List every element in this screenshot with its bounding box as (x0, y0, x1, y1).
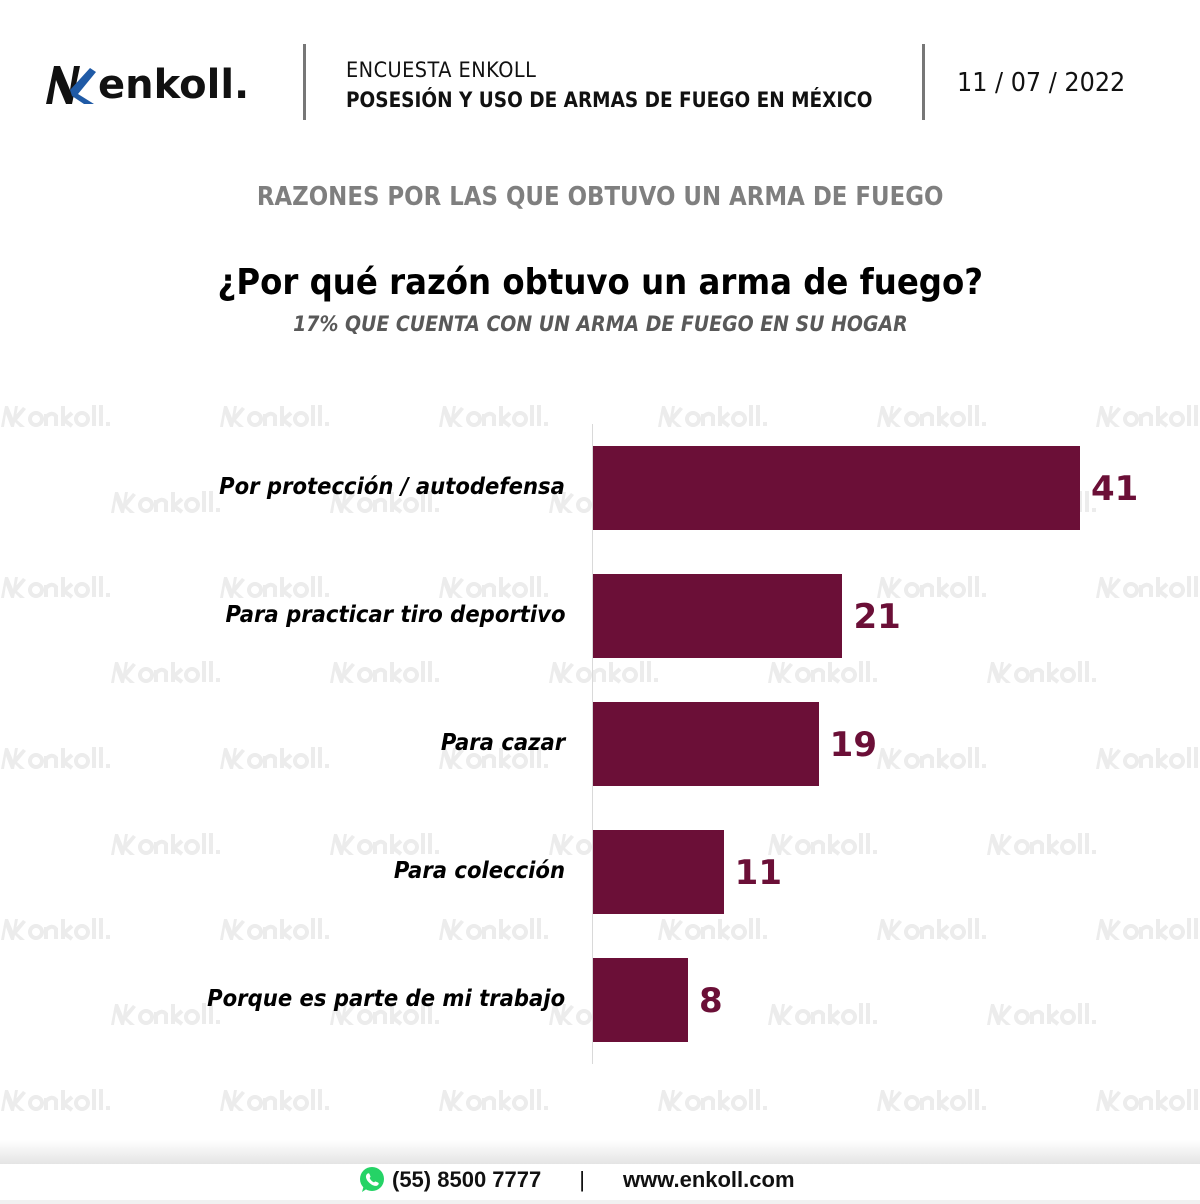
footer-phone: (55) 8500 7777 (392, 1167, 542, 1192)
data-label: 8 (699, 981, 723, 1021)
category-label: Porque es parte de mi trabajo (207, 986, 565, 1012)
chart-title: ¿Por qué razón obtuvo un arma de fuego? (0, 262, 1200, 303)
watermark-logo (220, 405, 329, 428)
watermark-logo (877, 1089, 986, 1112)
category-label: Para cazar (440, 730, 565, 756)
bar (593, 702, 819, 786)
watermark-logo (1, 747, 110, 770)
watermark-logo (111, 661, 220, 684)
watermark-logo (768, 661, 877, 684)
survey-heading: ENCUESTA ENKOLL POSESIÓN Y USO DE ARMAS … (346, 58, 944, 112)
watermark-logo (987, 661, 1096, 684)
watermark-logo (1, 576, 110, 599)
watermark-logo (330, 1003, 439, 1026)
watermark-logo (111, 1003, 220, 1026)
watermark-logo (549, 661, 658, 684)
bar (593, 574, 843, 658)
header-divider (922, 44, 925, 120)
bar (593, 830, 724, 914)
survey-label: ENCUESTA ENKOLL (346, 58, 537, 82)
watermark-logo (877, 747, 986, 770)
footer: (55) 8500 7777 | www.enkoll.com (0, 1164, 1200, 1204)
watermark-logo (220, 576, 329, 599)
watermark-logo (658, 1089, 767, 1112)
watermark-logo (439, 1089, 548, 1112)
watermark-logo (1096, 918, 1198, 941)
chart-subtitle-text: 17% QUE CUENTA CON UN ARMA DE FUEGO EN S… (292, 312, 908, 336)
footer-website[interactable]: www.enkoll.com (622, 1167, 795, 1192)
watermark-logo (1096, 747, 1198, 770)
watermark-logo (1096, 405, 1198, 428)
watermark-logo (439, 405, 548, 428)
footer-separator: | (579, 1167, 585, 1192)
watermark-logo (330, 661, 439, 684)
watermark-logo (220, 918, 329, 941)
watermark-logo (220, 1089, 329, 1112)
watermark-logo (877, 918, 986, 941)
watermark-logo (111, 491, 220, 514)
bar (593, 958, 689, 1042)
watermark-logo (1, 405, 110, 428)
data-label: 21 (853, 597, 901, 637)
category-label: Para practicar tiro deportivo (225, 602, 565, 628)
category-label: Por protección / autodefensa (219, 474, 565, 500)
watermark-logo (1096, 1089, 1198, 1112)
footer-shadow (0, 1140, 1200, 1164)
logo-text: enkoll. (98, 62, 250, 108)
category-label: Para colección (393, 858, 565, 884)
section-title-text: RAZONES POR LAS QUE OBTUVO UN ARMA DE FU… (256, 182, 944, 212)
watermark-logo (439, 747, 548, 770)
category-axis-line (592, 424, 593, 1064)
watermark-logo (439, 576, 548, 599)
section-title: RAZONES POR LAS QUE OBTUVO UN ARMA DE FU… (0, 182, 1200, 212)
watermark-logo (439, 918, 548, 941)
watermark-logo (768, 833, 877, 856)
bar (593, 446, 1080, 530)
watermark-logo (877, 576, 986, 599)
watermark-logo (768, 1003, 877, 1026)
chart-title-text: ¿Por qué razón obtuvo un arma de fuego? (217, 262, 983, 303)
chart-subtitle: 17% QUE CUENTA CON UN ARMA DE FUEGO EN S… (0, 312, 1200, 336)
watermark-logo (1, 1089, 110, 1112)
logo-mark-icon (44, 60, 96, 110)
survey-date: 11 / 07 / 2022 (957, 68, 1126, 98)
watermark-logo (111, 833, 220, 856)
watermark-logo (220, 747, 329, 770)
watermark-logo (987, 1003, 1096, 1026)
watermark-logo (987, 833, 1096, 856)
data-label: 19 (829, 725, 877, 765)
survey-title: POSESIÓN Y USO DE ARMAS DE FUEGO EN MÉXI… (346, 88, 873, 112)
watermark-logo (658, 918, 767, 941)
watermark-logo (330, 833, 439, 856)
whatsapp-icon (358, 1166, 386, 1194)
data-label: 41 (1091, 469, 1139, 509)
watermark-logo (877, 405, 986, 428)
header-divider (303, 44, 306, 120)
enkoll-logo: enkoll. (44, 58, 249, 112)
watermark-logo (658, 405, 767, 428)
data-label: 11 (734, 853, 782, 893)
watermark-logo (1, 918, 110, 941)
watermark-logo (1096, 576, 1198, 599)
watermark-logo (330, 491, 439, 514)
